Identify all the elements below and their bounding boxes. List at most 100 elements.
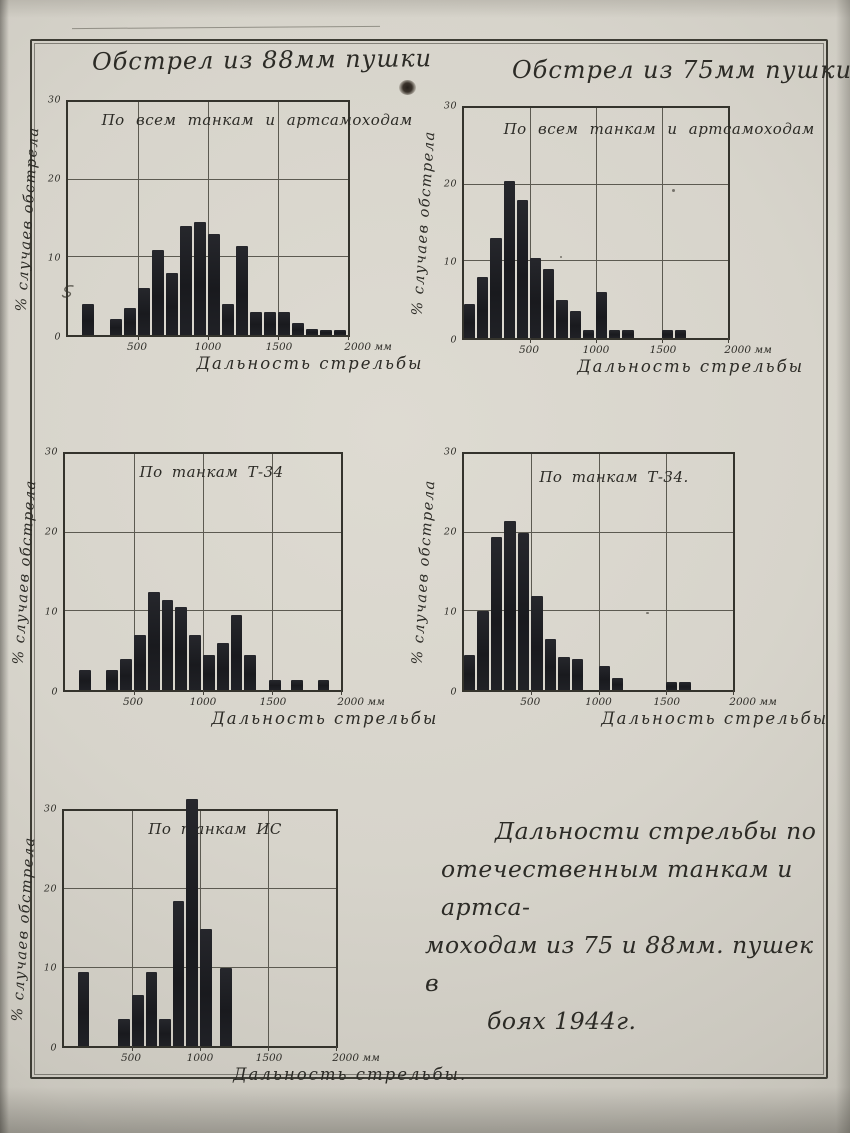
histogram-bar: [244, 654, 257, 690]
histogram-bar: [292, 323, 304, 335]
vertical-gridline: [598, 454, 600, 690]
histogram-bar: [82, 303, 94, 335]
histogram-bar: [477, 276, 489, 338]
x-tick-mark: [208, 335, 209, 340]
vertical-gridline: [138, 102, 139, 335]
histogram-bar: [609, 330, 621, 338]
histogram-bar: [203, 654, 215, 690]
histogram-bar: [166, 272, 178, 335]
chart-88mm-all-targets: % случаев обстрела По всем танкам и артс…: [14, 95, 422, 374]
x-axis-label: Дальность стрельбы: [577, 357, 805, 376]
x-axis-label: Дальность стрельбы.: [233, 1065, 468, 1084]
histogram-bar: [216, 642, 229, 690]
histogram-bar: [558, 656, 570, 690]
histogram-bar: [236, 245, 248, 335]
histogram-bar: [269, 679, 282, 690]
histogram-bar: [291, 679, 304, 690]
histogram-bar: [278, 311, 290, 335]
x-tick-mark: [134, 690, 135, 695]
x-tick-mark: [728, 338, 729, 343]
x-tick-mark: [530, 338, 531, 343]
horizontal-gridline: [464, 531, 733, 533]
histogram-bar: [230, 615, 243, 690]
histogram-bar: [596, 292, 608, 338]
horizontal-gridline: [68, 178, 348, 180]
chart-inner-title: По танкам Т-34: [139, 463, 284, 482]
histogram-bar: [679, 682, 691, 690]
caption-line: отечественным танкам и артса-: [441, 855, 793, 921]
histogram-bar: [77, 971, 90, 1046]
x-axis-label: Дальность стрельбы: [211, 709, 439, 728]
chart-75mm-all-targets: % случаев обстрела По всем танкам и артс…: [410, 101, 815, 377]
histogram-bar: [598, 666, 610, 690]
x-tick-mark: [272, 690, 273, 695]
histogram-bar: [147, 591, 160, 690]
chart-inner-title: По танкам ИС: [148, 820, 282, 839]
histogram-bar: [477, 611, 489, 690]
chart-inner-title: По всем танкам и артсамоходам: [101, 111, 413, 130]
vertical-gridline: [662, 108, 663, 338]
horizontal-gridline: [464, 183, 728, 185]
plot-area: По танкам Т-34.: [462, 452, 735, 695]
histogram-bar: [152, 249, 164, 335]
histogram-bar: [118, 1018, 130, 1046]
histogram-bar: [194, 222, 206, 335]
chart-inner-title: По танкам Т-34.: [539, 468, 689, 487]
x-tick-mark: [200, 1046, 201, 1051]
histogram-bar: [134, 634, 146, 690]
caption-line: Дальности стрельбы по: [495, 817, 817, 845]
histogram-bar: [317, 679, 330, 690]
vertical-gridline: [531, 454, 533, 690]
histogram-bar: [180, 226, 192, 335]
page-border-frame: [30, 39, 828, 1079]
paper-crease-line: [72, 25, 380, 30]
vertical-gridline: [203, 454, 204, 690]
horizontal-gridline: [464, 260, 728, 262]
histogram-bar: [220, 967, 232, 1046]
vertical-gridline: [134, 454, 135, 690]
vertical-gridline: [278, 102, 279, 335]
histogram-bar: [334, 329, 346, 335]
paper-speck: [672, 189, 675, 192]
histogram-bar: [571, 658, 584, 690]
histogram-bar: [161, 599, 174, 690]
plot-area: По танкам ИС: [62, 799, 338, 1051]
histogram-bar: [124, 307, 136, 335]
histogram-bar: [138, 288, 150, 335]
x-tick-mark: [336, 1046, 337, 1051]
x-tick-mark: [665, 690, 667, 695]
plot-area: По танкам Т-34: [63, 452, 343, 695]
x-tick-mark: [203, 690, 204, 695]
chart-88mm-is: % случаев обстрела По танкам ИС 0 10 20 30 …: [10, 799, 465, 1084]
vertical-gridline: [268, 811, 269, 1046]
histogram-bar: [320, 329, 332, 335]
vertical-gridline: [596, 108, 597, 338]
ink-blot: [399, 80, 416, 95]
horizontal-gridline: [64, 888, 336, 890]
x-tick-mark: [268, 1046, 269, 1051]
histogram-bar: [622, 330, 634, 338]
histogram-bar: [490, 536, 503, 690]
histogram-bar: [175, 607, 188, 690]
histogram-bar: [582, 330, 594, 338]
chart-inner-title: По всем танкам и артсамоходам: [503, 119, 815, 138]
histogram-bar: [172, 901, 185, 1046]
histogram-bar: [159, 1018, 171, 1046]
histogram-bar: [516, 200, 528, 338]
histogram-bar: [464, 303, 476, 338]
x-tick-mark: [733, 690, 734, 695]
x-tick-mark: [341, 690, 342, 695]
x-axis-label: Дальность стрельбы: [601, 709, 829, 728]
histogram-bar: [132, 995, 144, 1046]
histogram-bar: [665, 682, 678, 690]
horizontal-gridline: [65, 531, 341, 533]
histogram-bar: [222, 303, 234, 335]
caption-line: боях 1944г.: [487, 1007, 637, 1035]
paper-speck: [646, 612, 649, 614]
vertical-gridline: [208, 102, 209, 335]
histogram-bar: [543, 269, 555, 338]
chart-75mm-t34: % случаев обстрела По танкам Т-34. 0 10 20…: [410, 447, 827, 729]
chart-88mm-t34: % случаев обстрела По танкам Т-34 0 10 20 3…: [11, 447, 437, 729]
histogram-bar: [611, 678, 624, 690]
column-title-75mm: Обстрел из 75мм пушки.: [512, 56, 850, 84]
